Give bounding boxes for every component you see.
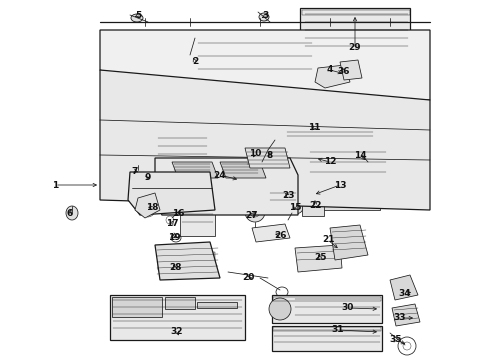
Ellipse shape — [146, 174, 154, 182]
Ellipse shape — [187, 50, 197, 64]
Text: 10: 10 — [249, 149, 261, 158]
Text: 34: 34 — [399, 288, 411, 297]
Text: 26: 26 — [274, 230, 286, 239]
Bar — [180, 208, 215, 236]
Polygon shape — [392, 304, 420, 326]
Polygon shape — [155, 158, 298, 215]
Polygon shape — [390, 275, 418, 300]
Polygon shape — [155, 242, 220, 280]
Text: 1: 1 — [52, 180, 58, 189]
Bar — [110, 295, 245, 340]
Bar — [302, 10, 410, 15]
Polygon shape — [100, 30, 430, 100]
Ellipse shape — [250, 207, 260, 217]
Bar — [302, 198, 324, 216]
Ellipse shape — [133, 165, 143, 175]
Polygon shape — [100, 70, 430, 210]
Text: 23: 23 — [282, 192, 294, 201]
Text: 29: 29 — [349, 44, 361, 53]
Text: 9: 9 — [145, 174, 151, 183]
Bar — [195, 40, 315, 85]
Ellipse shape — [269, 298, 291, 320]
Text: 8: 8 — [267, 150, 273, 159]
Text: 17: 17 — [166, 219, 178, 228]
Polygon shape — [315, 65, 350, 88]
Text: 18: 18 — [146, 203, 158, 212]
Text: 25: 25 — [314, 253, 326, 262]
Ellipse shape — [363, 158, 373, 170]
Bar — [273, 297, 381, 301]
Text: 30: 30 — [342, 303, 354, 312]
Text: 28: 28 — [169, 264, 181, 273]
Bar — [220, 135, 234, 155]
Polygon shape — [172, 162, 218, 178]
Ellipse shape — [245, 202, 265, 222]
Text: 12: 12 — [324, 158, 336, 166]
Polygon shape — [135, 193, 160, 218]
Bar — [268, 188, 298, 210]
Text: 13: 13 — [334, 180, 346, 189]
Text: 36: 36 — [338, 68, 350, 77]
Text: 31: 31 — [332, 325, 344, 334]
Polygon shape — [245, 148, 290, 168]
Bar — [272, 326, 382, 351]
Ellipse shape — [66, 206, 78, 220]
Text: 19: 19 — [168, 233, 180, 242]
Text: 32: 32 — [171, 328, 183, 337]
Bar — [310, 192, 380, 210]
Text: 7: 7 — [132, 166, 138, 175]
Polygon shape — [330, 225, 368, 260]
Bar — [155, 135, 210, 165]
Bar — [256, 135, 270, 155]
Bar — [238, 135, 252, 155]
Polygon shape — [295, 245, 342, 272]
Ellipse shape — [287, 202, 303, 214]
Bar — [158, 252, 183, 270]
Bar — [285, 128, 375, 142]
Text: 2: 2 — [192, 58, 198, 67]
Text: 4: 4 — [327, 66, 333, 75]
Polygon shape — [128, 172, 215, 215]
Text: 6: 6 — [67, 208, 73, 217]
Bar — [300, 8, 410, 63]
Text: 5: 5 — [135, 10, 141, 19]
Text: 35: 35 — [390, 336, 402, 345]
Polygon shape — [220, 162, 266, 178]
Text: 33: 33 — [394, 314, 406, 323]
Text: 14: 14 — [354, 150, 367, 159]
Text: 27: 27 — [245, 211, 258, 220]
Bar — [197, 302, 237, 308]
Bar — [274, 135, 288, 155]
Bar — [272, 295, 382, 323]
Bar — [112, 297, 162, 317]
Bar — [185, 252, 215, 270]
Text: 22: 22 — [309, 201, 321, 210]
Text: 20: 20 — [242, 274, 254, 283]
Text: 3: 3 — [262, 12, 268, 21]
Ellipse shape — [140, 197, 156, 217]
Polygon shape — [252, 224, 290, 242]
Text: 24: 24 — [214, 171, 226, 180]
Bar — [165, 297, 195, 309]
Bar — [273, 327, 381, 331]
Text: 15: 15 — [289, 203, 301, 212]
Text: 11: 11 — [308, 123, 320, 132]
Bar — [308, 148, 388, 188]
Polygon shape — [340, 60, 362, 80]
Text: 16: 16 — [172, 208, 184, 217]
Ellipse shape — [259, 13, 269, 21]
Text: 21: 21 — [322, 235, 334, 244]
Ellipse shape — [131, 14, 143, 22]
